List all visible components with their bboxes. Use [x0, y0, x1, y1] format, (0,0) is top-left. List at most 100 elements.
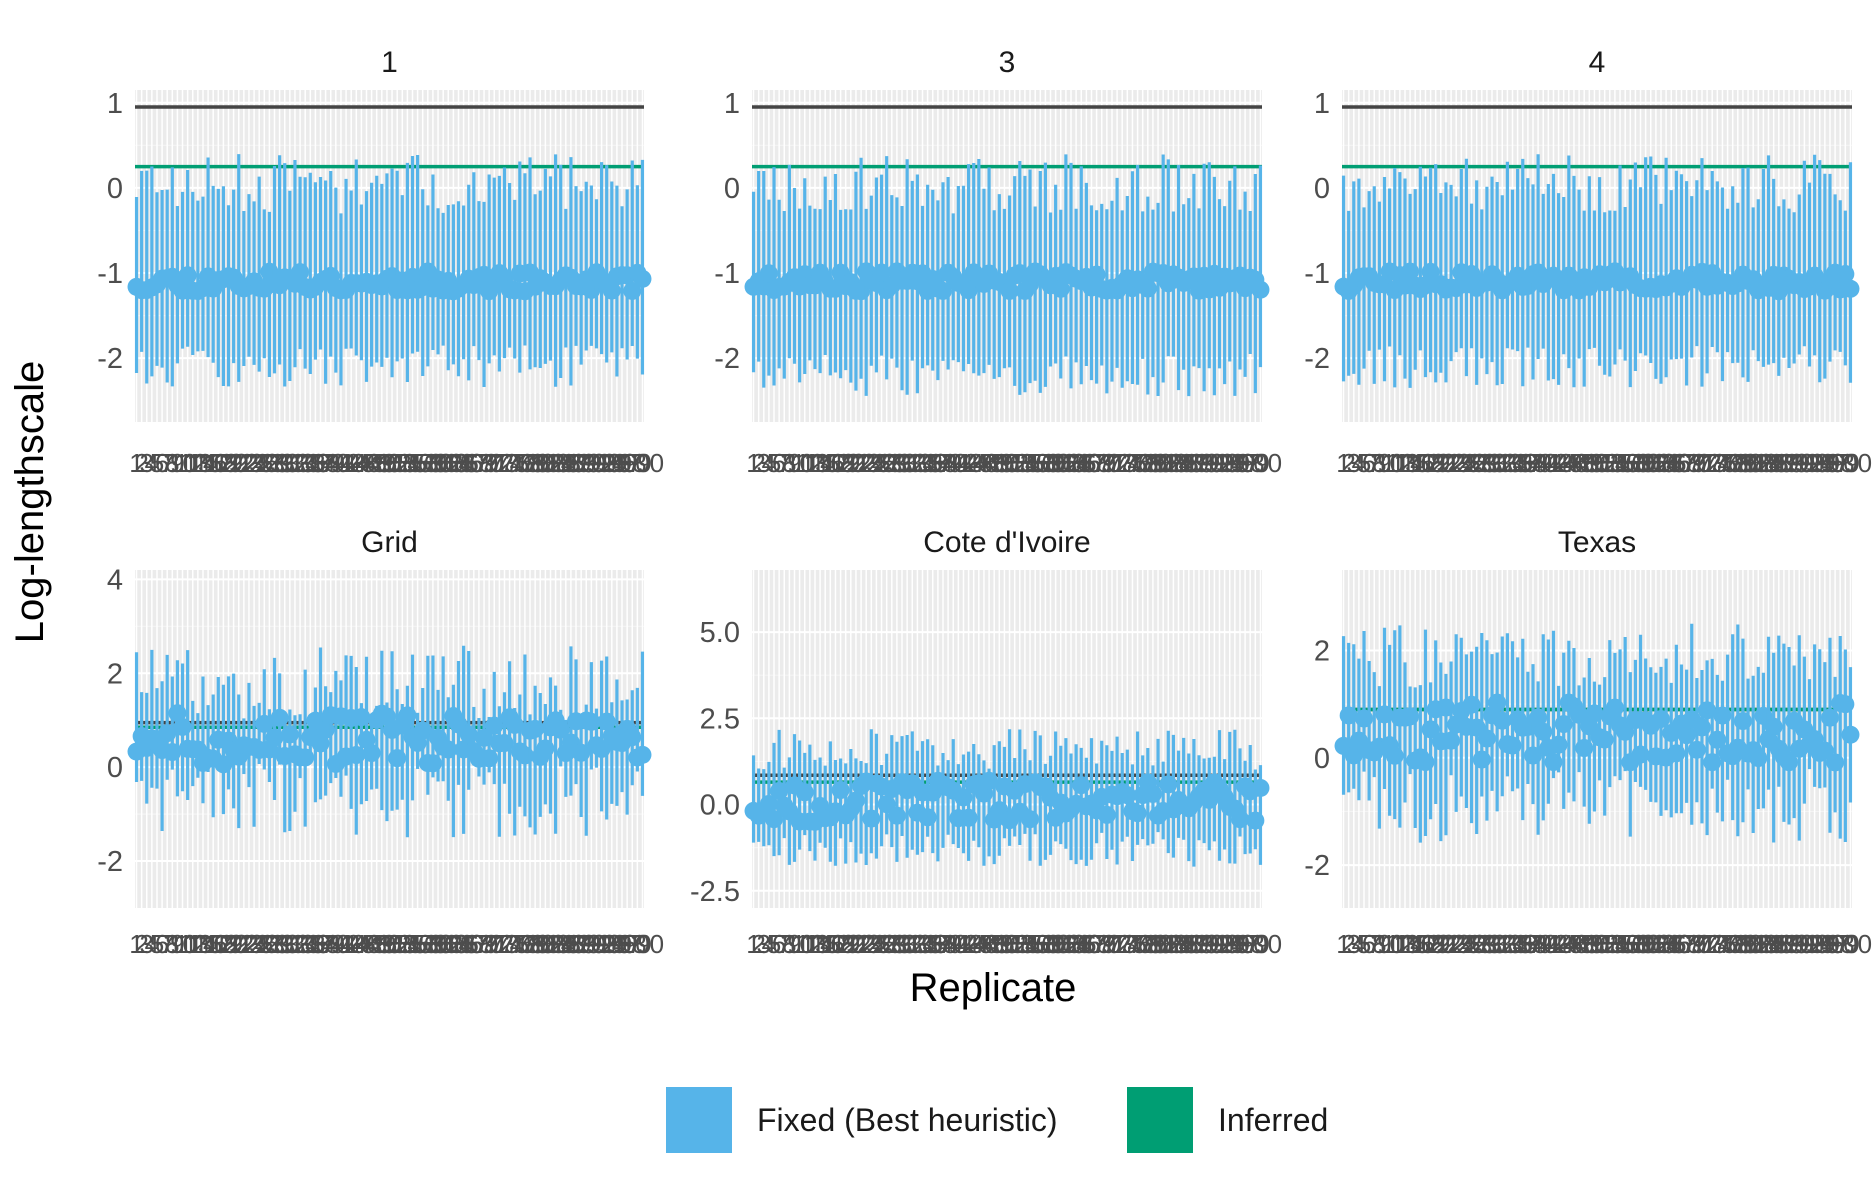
x-tick-label: 90 [577, 929, 606, 959]
x-tick-label: 8 [165, 929, 179, 959]
x-tick-label: 16 [199, 929, 228, 959]
x-tick-label: 57 [1026, 448, 1055, 478]
x-tick-label: 35 [296, 929, 325, 959]
x-tick-label: 64 [1652, 448, 1681, 478]
x-tick-label: 52 [1590, 448, 1619, 478]
point-estimate [1841, 725, 1860, 744]
y-tick-label: 0.0 [700, 790, 740, 822]
x-tick-label: 16 [816, 448, 845, 478]
x-tick-label: 5 [1357, 448, 1371, 478]
x-tick-label: 10 [1375, 448, 1404, 478]
x-tick-label: 80 [526, 448, 555, 478]
x-tick-label: 33 [1493, 448, 1522, 478]
x-tick-label: 5 [767, 448, 781, 478]
x-tick-label: 53 [388, 929, 417, 959]
x-tick-label: 19 [831, 448, 860, 478]
x-tick-label: 43 [954, 448, 983, 478]
x-tick-label: 18 [209, 448, 238, 478]
x-tick-label: 91 [582, 448, 611, 478]
x-tick-label: 9 [787, 448, 801, 478]
x-tick-label: 74 [495, 929, 524, 959]
x-tick-label: 11 [791, 448, 818, 478]
x-tick-label: 48 [1570, 448, 1599, 478]
point-estimate [1841, 279, 1860, 298]
x-tick-label: 85 [551, 448, 580, 478]
x-tick-label: 45 [1554, 448, 1583, 478]
x-tick-label: 69 [1677, 448, 1706, 478]
x-tick-label: 85 [1759, 448, 1788, 478]
x-tick-label: 22 [847, 448, 876, 478]
x-tick-label: 80 [1734, 448, 1763, 478]
x-tick-label: 54 [393, 448, 422, 478]
x-tick-label: 87 [562, 929, 591, 959]
x-tick-label: 32 [1488, 448, 1517, 478]
x-tick-label: 54 [1010, 448, 1039, 478]
x-tick-label: 43 [1544, 448, 1573, 478]
x-tick-label: 21 [224, 929, 253, 959]
x-tick-label: 32 [898, 448, 927, 478]
y-tick-label: -1 [97, 258, 123, 290]
x-tick-label: 28 [1467, 448, 1496, 478]
x-tick-label: 53 [1005, 448, 1034, 478]
y-tick-label: 4 [107, 564, 123, 596]
x-tick-label: 94 [597, 448, 626, 478]
x-tick-label: 4 [145, 929, 159, 959]
x-tick-label: 81 [1739, 448, 1768, 478]
x-tick-label: 41 [326, 929, 355, 959]
x-tick-label: 68 [464, 448, 493, 478]
panel-title: Grid [361, 526, 418, 559]
x-tick-label: 89 [572, 448, 601, 478]
x-tick-label: 49 [1575, 448, 1604, 478]
x-tick-label: 42 [949, 448, 978, 478]
panel-3: -2-1014123456789101112131415161718192021… [1304, 46, 1872, 478]
x-tick-label: 20 [219, 929, 248, 959]
x-tick-label: 9 [170, 929, 184, 959]
x-tick-label: 86 [556, 448, 585, 478]
x-tick-label: 89 [1780, 448, 1809, 478]
x-tick-label: 54 [1600, 448, 1629, 478]
x-tick-label: 84 [1164, 448, 1193, 478]
x-tick-label: 67 [1667, 448, 1696, 478]
x-tick-label: 69 [1087, 448, 1116, 478]
x-tick-label: 36 [301, 929, 330, 959]
x-tick-label: 78 [1723, 448, 1752, 478]
errorbar-series [744, 154, 1270, 397]
x-tick-label: 81 [531, 929, 560, 959]
x-tick-label: 79 [521, 448, 550, 478]
x-tick-label: 51 [995, 448, 1024, 478]
x-tick-label: 55 [398, 448, 427, 478]
y-tick-label: 1 [724, 88, 740, 120]
x-tick-label: 86 [556, 929, 585, 959]
x-tick-label: 88 [1775, 448, 1804, 478]
x-tick-label: 88 [1185, 448, 1214, 478]
y-tick-label: 2 [1314, 635, 1330, 667]
x-tick-label: 92 [1205, 448, 1234, 478]
x-tick-label: 52 [1000, 448, 1029, 478]
x-tick-label: 78 [516, 448, 545, 478]
x-tick-label: 38 [311, 929, 340, 959]
x-tick-label: 61 [1636, 448, 1665, 478]
x-tick-label: 49 [367, 929, 396, 959]
x-tick-label: 48 [362, 929, 391, 959]
x-tick-label: 34 [291, 448, 320, 478]
y-tick-label: 2 [107, 658, 123, 690]
x-tick-label: 68 [1082, 448, 1111, 478]
y-tick-label: -2 [1304, 850, 1330, 882]
x-tick-label: 69 [470, 929, 499, 959]
x-tick-label: 56 [1611, 448, 1640, 478]
x-tick-label: 45 [347, 929, 376, 959]
x-tick-label: 82 [536, 929, 565, 959]
x-tick-label: 47 [1565, 448, 1594, 478]
x-tick-label: 71 [1098, 448, 1127, 478]
x-tick-label: 21 [1431, 448, 1460, 478]
x-tick-label: 11 [174, 929, 201, 959]
x-tick-label: 6 [772, 448, 786, 478]
x-tick-label: 17 [204, 929, 233, 959]
x-tick-label: 39 [934, 448, 963, 478]
x-tick-label: 16 [1406, 448, 1435, 478]
x-tick-label: 60 [424, 448, 453, 478]
x-tick-label: 77 [510, 929, 539, 959]
x-tick-label: 83 [1159, 448, 1188, 478]
x-tick-label: 80 [1144, 448, 1173, 478]
x-tick-label: 27 [255, 929, 284, 959]
